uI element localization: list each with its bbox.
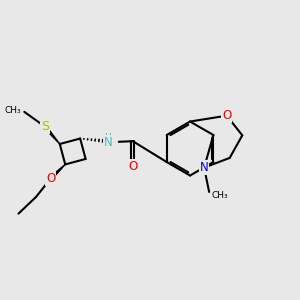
Polygon shape — [50, 164, 65, 179]
Text: N: N — [103, 136, 112, 149]
Text: H: H — [104, 133, 111, 142]
Text: CH₃: CH₃ — [212, 191, 228, 200]
Text: N: N — [200, 161, 208, 174]
Text: O: O — [222, 109, 231, 122]
Text: O: O — [46, 172, 55, 185]
Text: CH₃: CH₃ — [5, 106, 21, 115]
Text: S: S — [41, 120, 49, 133]
Polygon shape — [44, 126, 60, 144]
Text: O: O — [128, 160, 137, 173]
